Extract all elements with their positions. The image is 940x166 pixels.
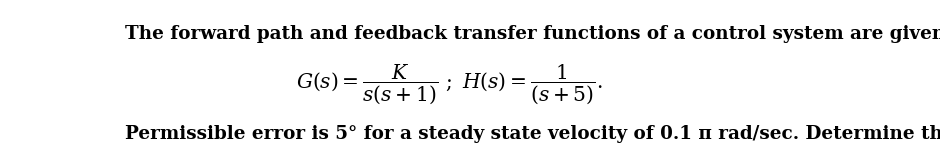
Text: Permissible error is 5° for a steady state velocity of 0.1 π rad/sec. Determine : Permissible error is 5° for a steady sta… (125, 125, 940, 143)
Text: The forward path and feedback transfer functions of a control system are given b: The forward path and feedback transfer f… (125, 25, 940, 43)
Text: $\mathit{G}(\mathit{s}) = \dfrac{\mathit{K}}{\mathit{s}(\mathit{s}+1)}\ ;\ \math: $\mathit{G}(\mathit{s}) = \dfrac{\mathit… (296, 62, 603, 106)
